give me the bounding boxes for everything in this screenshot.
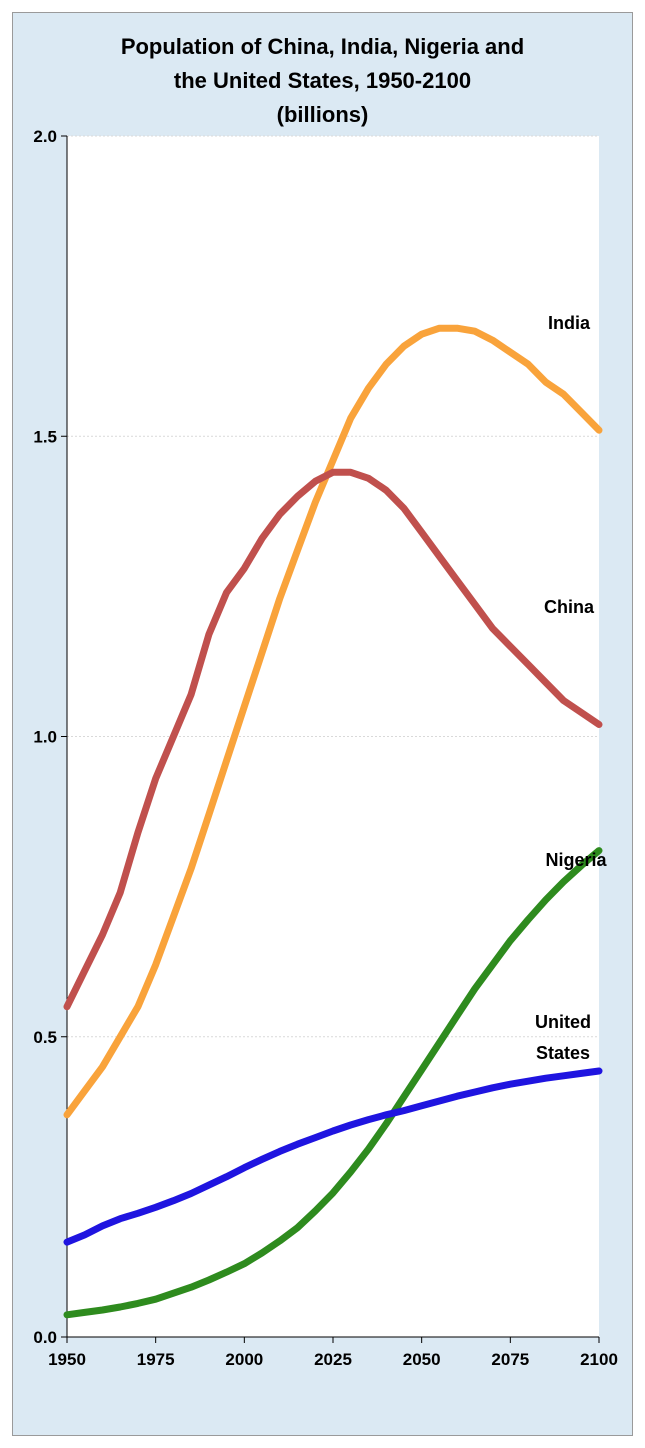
x-tick-label: 2000 — [225, 1350, 263, 1369]
x-tick-label: 1950 — [48, 1350, 86, 1369]
y-tick-label: 0.5 — [33, 1028, 57, 1047]
chart-title-line-2: the United States, 1950-2100 — [173, 68, 472, 93]
series-lines — [63, 324, 603, 1319]
x-tick-label: 2075 — [491, 1350, 529, 1369]
series-line-nigeria — [63, 847, 603, 1319]
axis-ticks: 0.0 0.5 1.0 1.5 2.0 1950 1975 2000 2025 2050 2075 2… — [33, 127, 618, 1369]
series-labels: India China Nigeria United States — [535, 313, 607, 1063]
series-line-china — [63, 468, 603, 1011]
y-tick-label: 1.5 — [33, 427, 57, 446]
chart-title-line-1: Population of China, India, Nigeria and — [120, 34, 525, 59]
y-tick-label: 2.0 — [33, 127, 57, 146]
series-label-india: India — [548, 313, 591, 333]
chart-title: Population of China, India, Nigeria and … — [12, 30, 633, 132]
series-line-united-states — [63, 1067, 603, 1246]
y-tick-label: 1.0 — [33, 728, 57, 747]
series-label-united-states: United — [535, 1012, 591, 1032]
x-tick-label: 2025 — [314, 1350, 352, 1369]
gridlines — [67, 135, 599, 1038]
series-line-india — [63, 324, 603, 1119]
chart-title-line-3: (billions) — [276, 102, 369, 127]
x-tick-label: 2100 — [580, 1350, 618, 1369]
y-tick-label: 0.0 — [33, 1328, 57, 1347]
series-label-nigeria: Nigeria — [545, 850, 607, 870]
x-tick-label: 1975 — [137, 1350, 175, 1369]
x-tick-label: 2050 — [403, 1350, 441, 1369]
series-label-united-states: States — [536, 1043, 590, 1063]
series-label-china: China — [544, 597, 595, 617]
